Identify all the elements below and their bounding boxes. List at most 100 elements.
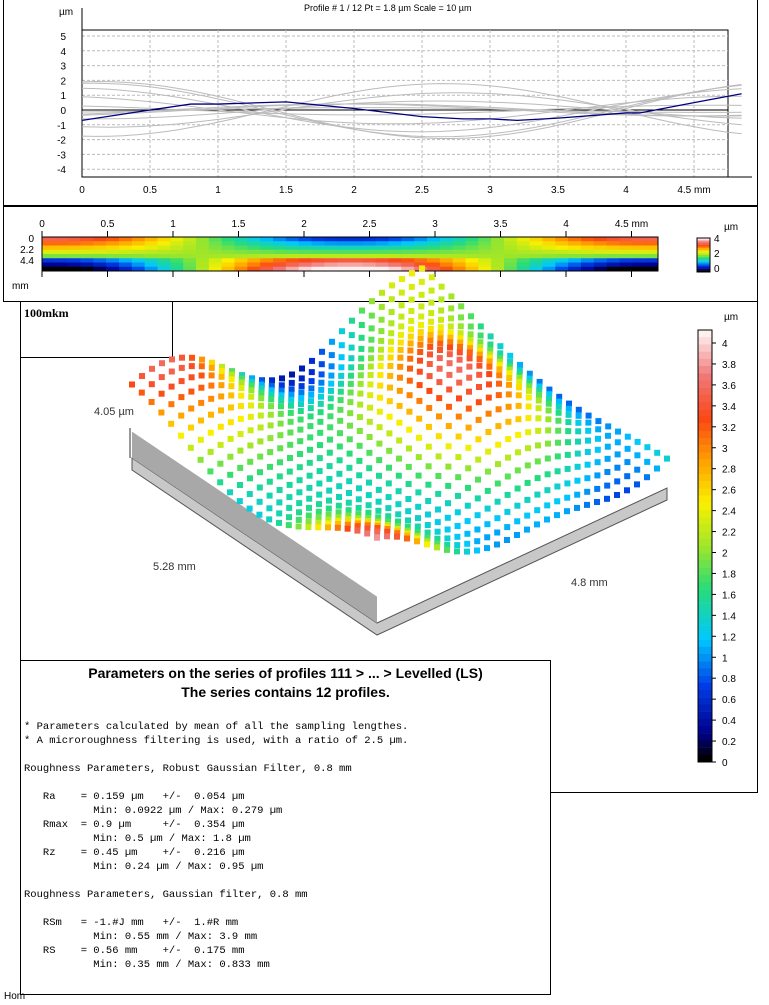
surface-point bbox=[247, 475, 253, 482]
surface-point bbox=[605, 432, 611, 439]
surface-point bbox=[544, 516, 550, 523]
surface-point bbox=[455, 433, 462, 440]
surface-point bbox=[614, 439, 621, 446]
surface-point bbox=[575, 412, 582, 419]
surface-point bbox=[344, 525, 351, 532]
surface-point bbox=[544, 502, 551, 509]
colorbar3d-cell bbox=[698, 718, 712, 727]
colorbar3d-tick: 2.8 bbox=[722, 465, 736, 476]
surface-point bbox=[585, 412, 592, 419]
surface-point bbox=[604, 482, 611, 489]
colorbar3d-unit: µm bbox=[724, 312, 739, 323]
surface-point bbox=[427, 343, 434, 350]
surface-point bbox=[556, 393, 563, 400]
surface-point bbox=[376, 457, 383, 464]
surface-point bbox=[456, 379, 463, 386]
surface-point bbox=[376, 408, 383, 415]
surface-point bbox=[405, 508, 412, 515]
colorbar3d-cell bbox=[698, 682, 712, 691]
surface-point bbox=[467, 341, 474, 348]
colorbar3d-tick: 1.6 bbox=[722, 590, 736, 601]
colorbar3d-cell bbox=[698, 351, 712, 359]
surface-point bbox=[477, 344, 484, 350]
surface-point bbox=[434, 544, 440, 551]
colorbar3d-cell bbox=[698, 538, 712, 547]
surface-point bbox=[338, 364, 345, 371]
surface-point bbox=[335, 502, 342, 509]
surface-point bbox=[347, 380, 354, 387]
surface-point bbox=[227, 453, 234, 460]
surface-point bbox=[514, 485, 521, 492]
surface-point bbox=[474, 526, 481, 533]
surface-point bbox=[624, 473, 631, 480]
surface-point bbox=[377, 354, 384, 361]
surface-point bbox=[477, 347, 483, 354]
surface-point bbox=[227, 471, 234, 478]
surface-point bbox=[328, 380, 335, 387]
surface-point bbox=[178, 432, 184, 439]
surface-point bbox=[398, 331, 404, 338]
surface-point bbox=[228, 404, 234, 411]
surface-point bbox=[328, 352, 335, 359]
surface-point bbox=[594, 446, 601, 453]
surface-point bbox=[316, 491, 323, 498]
surface-point bbox=[335, 517, 342, 524]
surface-point bbox=[308, 369, 315, 376]
surface-point bbox=[367, 372, 374, 378]
surface-point bbox=[367, 363, 374, 370]
surface-point bbox=[346, 478, 353, 485]
params-line: Roughness Parameters, Robust Gaussian Fi… bbox=[24, 763, 352, 775]
surface-point bbox=[258, 402, 264, 409]
surface-point bbox=[247, 427, 254, 434]
colorbar3d-cell bbox=[698, 373, 712, 381]
surface-point bbox=[614, 464, 621, 471]
surface-point bbox=[566, 400, 572, 407]
surface-point bbox=[515, 449, 521, 456]
surface-point bbox=[298, 395, 305, 402]
surface-point bbox=[336, 457, 343, 464]
surface-point bbox=[426, 373, 433, 380]
surface-point bbox=[368, 346, 375, 353]
surface-point bbox=[385, 480, 392, 487]
surface-point bbox=[298, 383, 305, 390]
surface-point bbox=[544, 455, 551, 462]
surface-point bbox=[425, 481, 432, 488]
surface-point bbox=[487, 333, 494, 340]
surface-point bbox=[605, 423, 612, 430]
surface-point bbox=[465, 405, 472, 412]
surface-point bbox=[494, 529, 501, 536]
surface-point bbox=[418, 313, 425, 320]
surface-point bbox=[399, 276, 405, 282]
surface-point bbox=[415, 489, 422, 496]
surface-point bbox=[544, 471, 551, 478]
surface-point bbox=[417, 335, 424, 342]
surface-point bbox=[494, 480, 501, 487]
surface-point bbox=[287, 429, 294, 436]
surface-point bbox=[454, 548, 460, 555]
surface-point bbox=[505, 403, 512, 410]
surface-point bbox=[526, 375, 533, 382]
surface-point bbox=[387, 354, 394, 361]
surface-point bbox=[395, 511, 402, 518]
surface-point bbox=[286, 481, 293, 488]
colorbar3d-cell bbox=[698, 409, 712, 417]
y-tick-label: -3 bbox=[57, 150, 66, 161]
surface-point bbox=[158, 409, 165, 416]
y-tick-label: 1 bbox=[60, 91, 66, 102]
surface-point bbox=[474, 547, 480, 554]
surface-point bbox=[428, 299, 435, 306]
surface-point bbox=[354, 527, 361, 534]
surface-point bbox=[525, 394, 532, 401]
surface-point bbox=[305, 524, 312, 531]
surface-point bbox=[505, 418, 512, 425]
surface-point bbox=[236, 498, 243, 505]
surface-point bbox=[338, 372, 345, 379]
surface-point bbox=[448, 305, 455, 312]
surface-point bbox=[385, 518, 391, 525]
surface-point bbox=[348, 344, 355, 351]
surface-point bbox=[258, 385, 265, 392]
surface-point bbox=[426, 387, 433, 394]
surface-point bbox=[456, 395, 462, 402]
surface-point bbox=[416, 368, 423, 375]
surface-point bbox=[198, 372, 205, 379]
